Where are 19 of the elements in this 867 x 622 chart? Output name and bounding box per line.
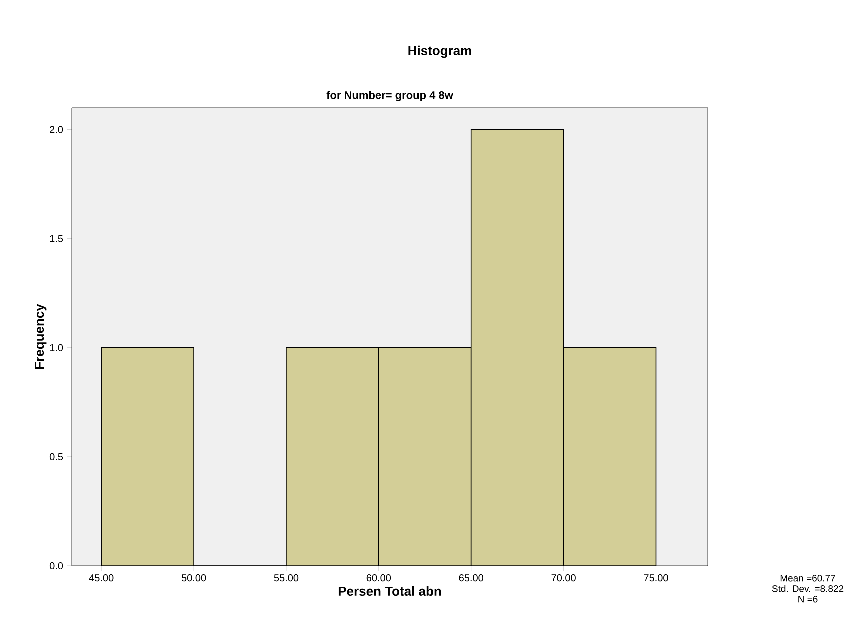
x-tick-label: 65.00 [459,574,484,582]
x-tick-label: 55.00 [274,574,299,582]
x-axis-title: Persen Total abn [338,586,442,596]
x-tick-label: 75.00 [644,574,668,582]
y-tick-label: 0.0 [50,562,64,570]
y-tick-label: 1.0 [50,344,64,352]
chart-subtitle: for Number= group 4 8w [326,91,454,102]
x-tick-label: 50.00 [182,574,206,582]
x-tick-label: 45.00 [89,574,114,582]
y-tick-label: 2.0 [50,126,64,134]
text: Std. Dev. =8.822 [772,585,844,592]
text: Mean =60.77 [780,575,836,582]
y-tick-label: 0.5 [50,453,64,460]
x-tick-label: 60.00 [366,574,392,582]
chart-title: Histogram [408,46,472,58]
text: N =6 [798,596,818,603]
y-tick-label: 1.5 [50,235,64,242]
x-tick-label: 70.00 [552,574,576,582]
y-axis-title: Frequency [35,304,47,370]
